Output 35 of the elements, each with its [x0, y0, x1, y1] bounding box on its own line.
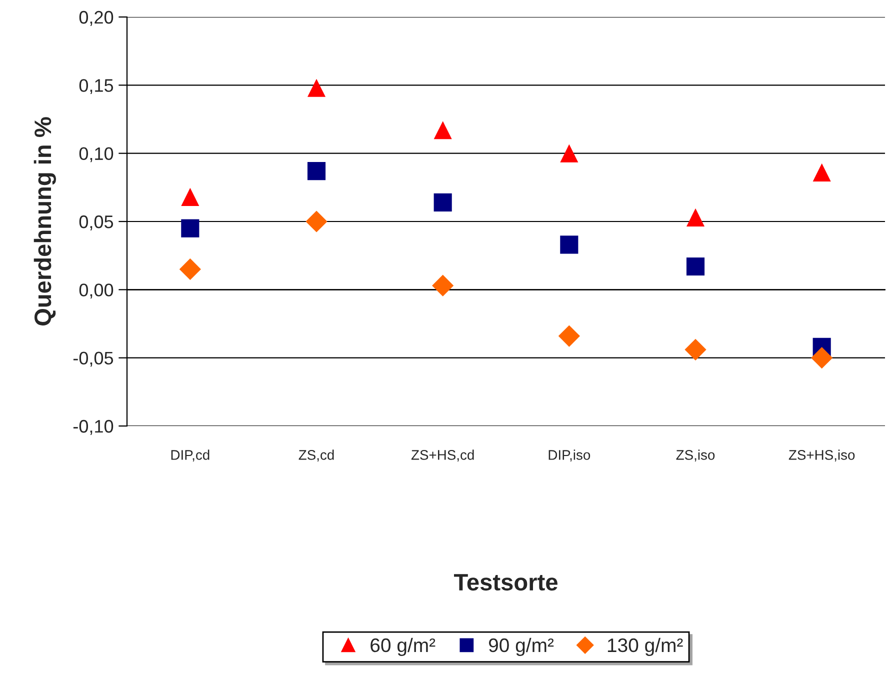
- y-tick-label: -0,10: [73, 420, 114, 435]
- point: [560, 236, 578, 254]
- y-tick-label: 0,15: [79, 79, 114, 94]
- y-tick-label: -0,05: [73, 352, 114, 367]
- x-tick-label: DIP,cd: [171, 450, 210, 462]
- point: [432, 274, 454, 296]
- legend-label: 130 g/m²: [608, 638, 683, 656]
- x-tick-label: DIP,iso: [548, 450, 590, 462]
- x-tick-label: ZS,cd: [298, 450, 334, 462]
- y-tick-label: 0,20: [79, 10, 114, 26]
- point: [181, 188, 200, 206]
- point: [558, 325, 580, 347]
- point: [307, 78, 326, 97]
- point: [812, 163, 831, 182]
- point: [179, 258, 201, 280]
- point: [811, 347, 833, 369]
- point: [181, 219, 200, 238]
- point: [306, 210, 328, 232]
- y-tick-label: 0,00: [79, 284, 114, 299]
- legend-label: 90 g/m²: [488, 638, 554, 656]
- point: [560, 144, 578, 162]
- y-tick-label: 0,05: [79, 215, 114, 230]
- x-axis-title: Testsorte: [454, 574, 558, 591]
- point: [686, 257, 705, 276]
- x-tick-label: ZS+HS,cd: [411, 450, 474, 462]
- point: [684, 338, 706, 360]
- point: [434, 121, 452, 140]
- point: [686, 208, 705, 226]
- point: [434, 193, 452, 212]
- y-tick-label: 0,10: [79, 147, 114, 162]
- y-axis-title: Querdehnung in %: [34, 117, 56, 326]
- point: [307, 162, 326, 180]
- x-tick-label: ZS,iso: [676, 450, 715, 462]
- x-tick-label: ZS+HS,iso: [788, 450, 855, 462]
- legend-label: 60 g/m²: [370, 638, 436, 656]
